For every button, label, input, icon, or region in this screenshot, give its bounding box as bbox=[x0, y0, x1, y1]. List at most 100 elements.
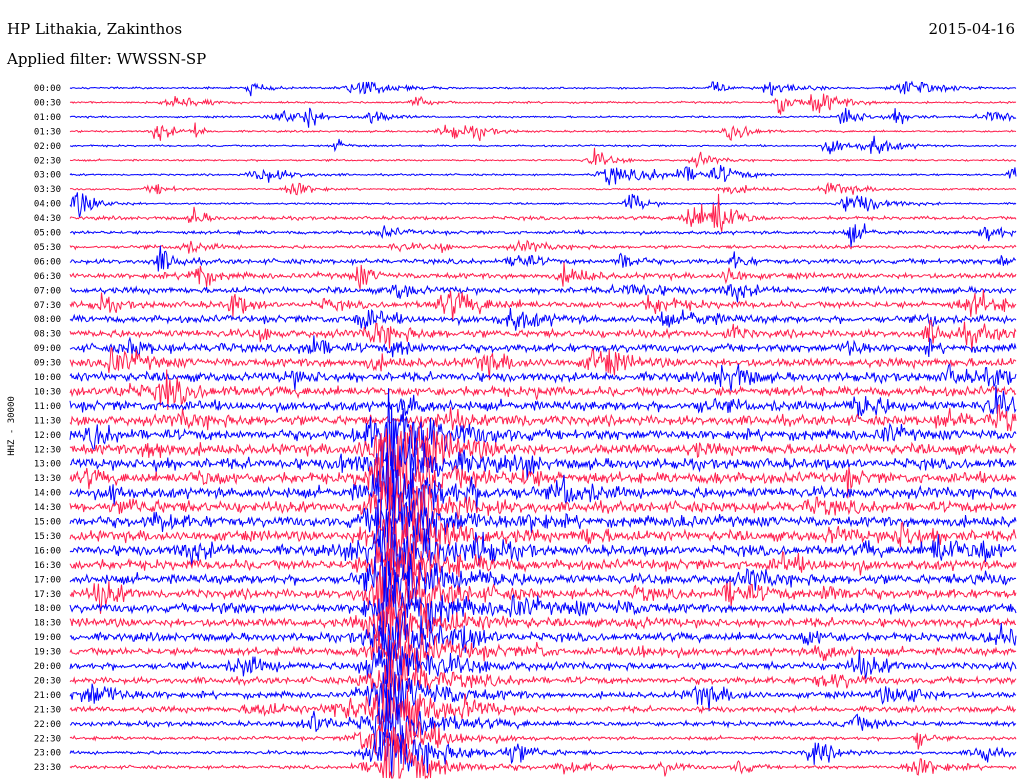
row-label: 12:30 bbox=[34, 445, 61, 455]
trace-row bbox=[69, 93, 1017, 115]
trace-row bbox=[69, 135, 1017, 155]
trace-row bbox=[69, 655, 1017, 719]
trace-row bbox=[69, 346, 1017, 381]
trace-row bbox=[69, 589, 1017, 643]
trace-row bbox=[69, 80, 1017, 97]
row-label: 08:00 bbox=[34, 315, 61, 325]
row-label: 04:00 bbox=[34, 200, 61, 210]
row-label: 21:00 bbox=[34, 691, 61, 701]
row-label: 23:00 bbox=[34, 749, 61, 759]
row-label: 18:30 bbox=[34, 619, 61, 629]
row-label: 17:00 bbox=[34, 575, 61, 585]
record-date: 2015-04-16 bbox=[928, 20, 1015, 38]
row-label: 02:00 bbox=[34, 142, 61, 152]
trace-row bbox=[69, 245, 1016, 272]
trace-row bbox=[69, 107, 1017, 128]
trace-row bbox=[69, 725, 1017, 778]
row-label: 21:30 bbox=[34, 705, 61, 715]
row-label: 05:00 bbox=[34, 229, 61, 239]
row-label: 03:00 bbox=[34, 171, 61, 181]
row-label: 12:00 bbox=[34, 431, 61, 441]
row-label: 22:30 bbox=[34, 734, 61, 744]
trace-row bbox=[69, 192, 1017, 218]
row-label: 04:30 bbox=[34, 214, 61, 224]
row-label: 01:30 bbox=[34, 127, 61, 137]
trace-row bbox=[69, 289, 1017, 321]
trace-row bbox=[69, 683, 1016, 738]
trace-row bbox=[69, 239, 1017, 254]
trace-row bbox=[69, 551, 1017, 607]
trace-row bbox=[69, 363, 1017, 392]
trace-row bbox=[69, 165, 1017, 186]
row-label: 03:30 bbox=[34, 185, 61, 195]
row-label: 13:00 bbox=[34, 460, 61, 470]
trace-row bbox=[69, 630, 1017, 688]
row-label: 01:00 bbox=[34, 113, 61, 123]
row-label: 10:00 bbox=[34, 373, 61, 383]
trace-row bbox=[69, 424, 1017, 492]
station-name: HP Lithakia, Zakinthos bbox=[7, 20, 183, 38]
trace-row bbox=[69, 439, 1017, 519]
trace-row bbox=[69, 122, 1017, 142]
trace-row bbox=[69, 525, 1017, 590]
row-label: 16:00 bbox=[34, 546, 61, 556]
trace-row bbox=[69, 418, 1017, 511]
row-label: 15:30 bbox=[34, 532, 61, 542]
trace-row bbox=[69, 369, 1017, 411]
trace-row bbox=[69, 566, 1017, 650]
row-label: 14:00 bbox=[34, 489, 61, 499]
row-label: 23:30 bbox=[34, 763, 61, 773]
trace-row bbox=[69, 733, 1017, 780]
trace-row bbox=[69, 335, 1017, 358]
row-label: 10:30 bbox=[34, 387, 61, 397]
row-label: 15:00 bbox=[34, 518, 61, 528]
row-label: 19:30 bbox=[34, 648, 61, 658]
trace-row bbox=[69, 307, 1017, 331]
row-label: 06:00 bbox=[34, 257, 61, 267]
trace-row bbox=[69, 480, 1017, 547]
row-label: 00:00 bbox=[34, 84, 61, 94]
row-label: 09:30 bbox=[34, 359, 61, 369]
trace-row bbox=[69, 447, 1017, 531]
trace-row bbox=[69, 719, 1017, 757]
trace-row bbox=[69, 403, 1017, 432]
row-label: 00:30 bbox=[34, 98, 61, 108]
trace-row bbox=[69, 193, 1017, 232]
seismic-traces bbox=[69, 80, 1017, 780]
trace-row bbox=[69, 639, 1017, 687]
row-label: 20:30 bbox=[34, 676, 61, 686]
trace-row bbox=[69, 671, 1017, 722]
row-label: 22:00 bbox=[34, 720, 61, 730]
trace-row bbox=[69, 385, 1017, 419]
trace-row bbox=[69, 223, 1017, 247]
trace-row bbox=[70, 283, 1017, 303]
filter-label: Applied filter: WWSSN-SP bbox=[7, 50, 207, 68]
row-labels: 00:00 00:30 01:00 01:30 02:00 02:30 03:00 03:30… bbox=[34, 84, 61, 773]
row-label: 11:30 bbox=[34, 416, 61, 426]
trace-row bbox=[69, 147, 1017, 169]
row-label: 19:00 bbox=[34, 633, 61, 643]
row-label: 02:30 bbox=[34, 156, 61, 166]
trace-row bbox=[69, 560, 1017, 625]
row-label: 05:30 bbox=[34, 243, 61, 253]
trace-row bbox=[69, 477, 1017, 542]
trace-row bbox=[69, 502, 1017, 571]
trace-row bbox=[69, 610, 1017, 666]
row-label: 13:30 bbox=[34, 474, 61, 484]
trace-row bbox=[69, 319, 1017, 351]
row-label: 20:00 bbox=[34, 662, 61, 672]
trace-row bbox=[69, 181, 1017, 196]
row-label: 07:00 bbox=[34, 286, 61, 296]
row-label: 17:30 bbox=[34, 590, 61, 600]
trace-row bbox=[69, 388, 1017, 480]
row-label: 06:30 bbox=[34, 272, 61, 282]
row-label: 09:00 bbox=[34, 344, 61, 354]
row-label: 11:00 bbox=[34, 402, 61, 412]
row-label: 16:30 bbox=[34, 561, 61, 571]
trace-row bbox=[69, 262, 1017, 290]
trace-row bbox=[69, 686, 1017, 757]
row-label: 08:30 bbox=[34, 330, 61, 340]
row-label: 18:00 bbox=[34, 604, 61, 614]
row-label: 07:30 bbox=[34, 301, 61, 311]
